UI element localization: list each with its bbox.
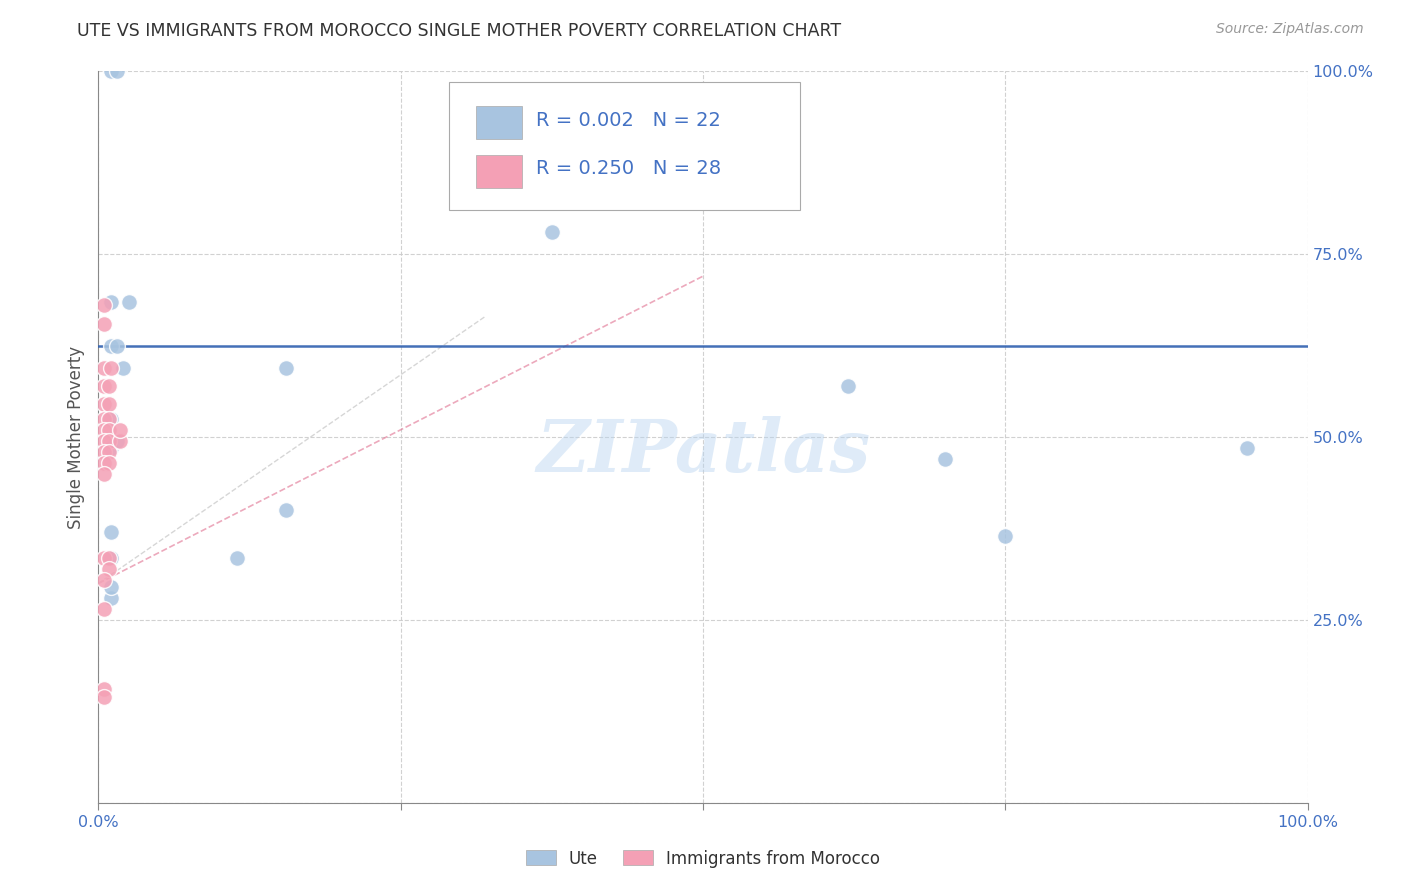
Point (93, 379, 115, 393)
Point (100, 550, 122, 565)
Point (1236, 441, 1258, 455)
Point (93, 456, 115, 470)
Point (93, 602, 115, 616)
Point (93, 467, 115, 481)
Y-axis label: Single Mother Poverty: Single Mother Poverty (66, 345, 84, 529)
Legend: Ute, Immigrants from Morocco: Ute, Immigrants from Morocco (526, 849, 880, 868)
Point (98, 444, 121, 458)
Point (994, 529, 1017, 543)
Text: Source: ZipAtlas.com: Source: ZipAtlas.com (1216, 22, 1364, 37)
Point (100, 441, 122, 455)
Text: R = 0.002   N = 22: R = 0.002 N = 22 (536, 111, 721, 130)
Point (100, 64, 122, 78)
Text: UTE VS IMMIGRANTS FROM MOROCCO SINGLE MOTHER POVERTY CORRELATION CHART: UTE VS IMMIGRANTS FROM MOROCCO SINGLE MO… (77, 22, 841, 40)
Point (93, 317, 115, 331)
Text: ZIPatlas: ZIPatlas (536, 417, 870, 487)
Point (100, 294, 122, 309)
Point (93, 444, 115, 458)
Point (226, 550, 249, 565)
Point (540, 225, 562, 239)
Bar (475, 155, 522, 188)
Point (93, 360, 115, 375)
Text: R = 0.250   N = 28: R = 0.250 N = 28 (536, 159, 721, 178)
Point (93, 434, 115, 448)
Point (93, 690, 115, 704)
Point (100, 360, 122, 375)
Point (105, 338, 128, 352)
Point (93, 423, 115, 437)
FancyBboxPatch shape (449, 82, 800, 211)
Point (98, 550, 121, 565)
Point (118, 294, 141, 309)
Point (100, 412, 122, 426)
Point (98, 412, 121, 426)
Point (100, 591, 122, 605)
Point (93, 397, 115, 411)
Point (98, 423, 121, 437)
Point (105, 64, 128, 78)
Point (93, 550, 115, 565)
Point (837, 379, 859, 393)
Point (108, 434, 131, 448)
Point (93, 573, 115, 587)
Point (98, 434, 121, 448)
Point (93, 682, 115, 697)
Point (93, 298, 115, 312)
Point (93, 412, 115, 426)
Point (98, 397, 121, 411)
Point (98, 562, 121, 576)
Point (108, 423, 131, 437)
Point (111, 360, 134, 375)
Point (100, 525, 122, 540)
Point (98, 379, 121, 393)
Point (100, 580, 122, 594)
Bar (475, 106, 522, 139)
Point (274, 503, 297, 517)
Point (105, 434, 128, 448)
Point (98, 456, 121, 470)
Point (274, 360, 297, 375)
Point (934, 452, 956, 467)
Point (100, 338, 122, 352)
